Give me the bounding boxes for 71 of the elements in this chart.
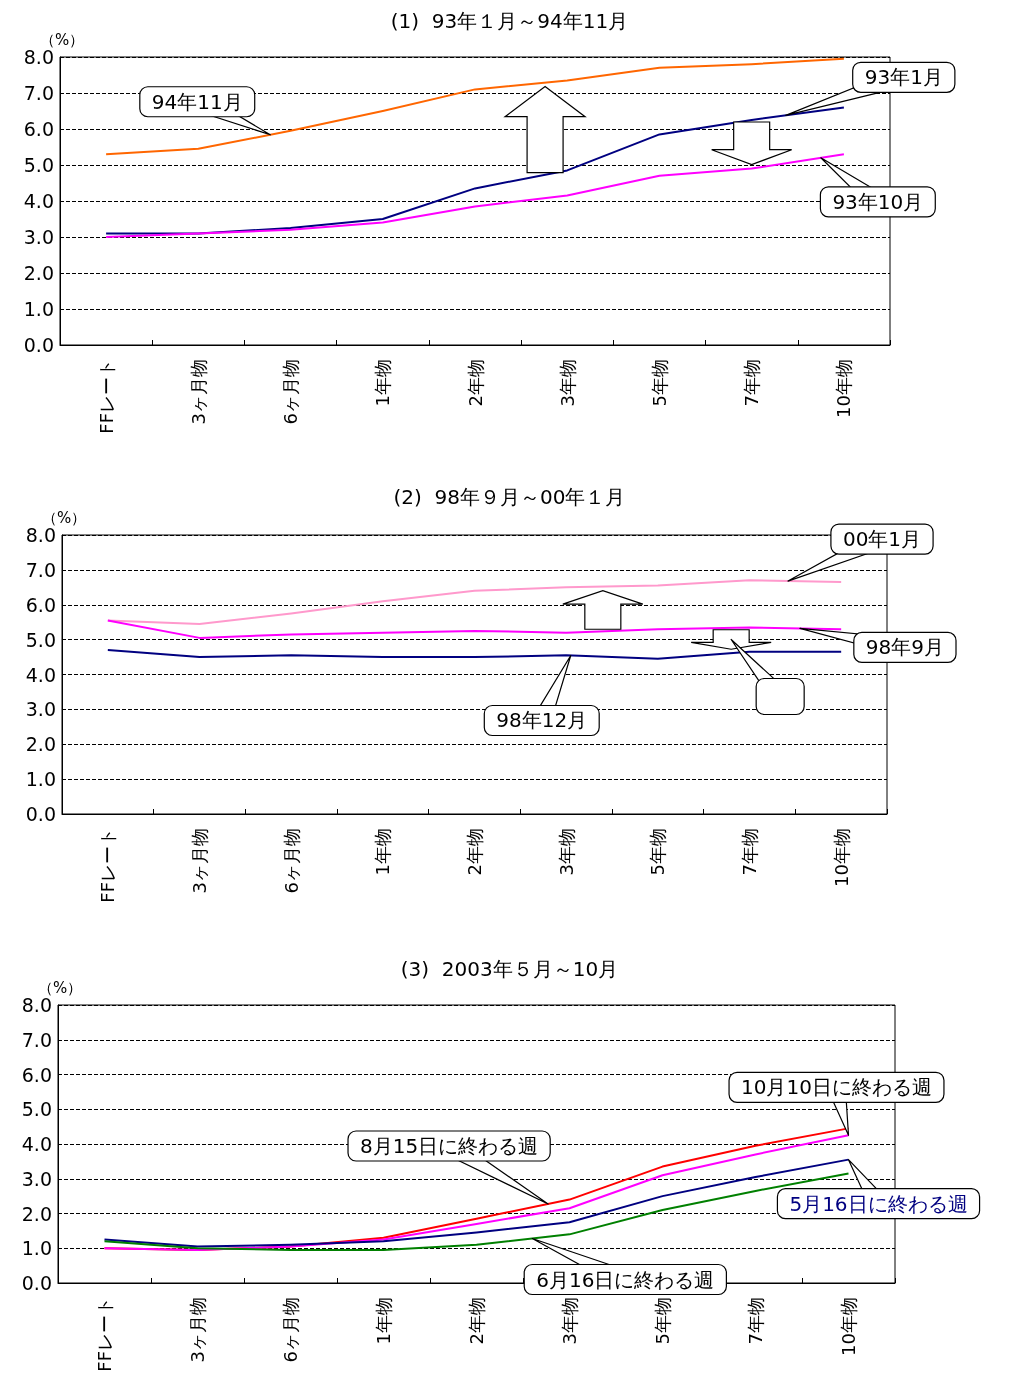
x-tick-label: 1年物: [372, 828, 394, 876]
x-tick-label: FFレート: [97, 828, 119, 903]
y-tick-label: 2.0: [23, 262, 54, 284]
x-tick-label: FFレート: [95, 359, 117, 434]
x-tick-label: 7年物: [745, 1297, 766, 1345]
x-tick-label: 1年物: [372, 359, 394, 407]
x-tick-label: 7年物: [739, 828, 760, 876]
y-tick-label: 4.0: [25, 663, 56, 686]
x-tick-label: 2年物: [464, 359, 486, 407]
x-tick-label: 2年物: [464, 828, 485, 876]
x-tick-label: 5年物: [648, 359, 670, 407]
y-tick-label: 1.0: [25, 768, 56, 791]
line-series: [106, 619, 843, 639]
y-tick-label: 6.0: [25, 593, 56, 616]
chart-title: (1) 93年１月～94年11月: [390, 9, 629, 33]
y-tick-label: 3.0: [21, 1167, 52, 1190]
series-label: 93年1月: [864, 65, 943, 90]
text: 98年12月: [496, 708, 588, 733]
chart-title: (3) 2003年５月～10月: [400, 957, 619, 981]
text: 8月15日に終わる週: [360, 1134, 539, 1158]
x-tick-label: 10年物: [833, 359, 855, 418]
y-tick-label: 3.0: [25, 698, 56, 721]
x-tick-label: 1年物: [373, 1297, 394, 1345]
series-label: 5月16日に終わる週: [789, 1191, 968, 1216]
x-tick-label: 10年物: [830, 828, 852, 887]
line-series: [106, 649, 843, 660]
x-tick-label: 6ヶ月物: [280, 359, 302, 425]
y-tick-label: 2.0: [25, 733, 56, 756]
series-label: 94年11月: [151, 89, 243, 114]
x-tick-label: 3年物: [555, 828, 577, 876]
y-tick-label: 0.0: [25, 803, 56, 825]
y-tick-label: 1.0: [21, 1237, 52, 1260]
series-label: 00年1月: [842, 527, 922, 552]
y-tick-label: 6.0: [21, 1063, 52, 1086]
y-tick-label: 0.0: [23, 334, 54, 356]
text: 10月10日に終わる週: [741, 1075, 932, 1100]
y-tick-label: 0.0: [21, 1272, 52, 1294]
x-tick-label: 3年物: [556, 359, 578, 407]
series-label: 93年10月: [832, 189, 924, 214]
line-series: [105, 57, 845, 156]
y-tick-label: 5.0: [21, 1098, 52, 1121]
y-tick-label: 4.0: [21, 1133, 52, 1155]
x-tick-label: 3ヶ月物: [187, 1297, 208, 1363]
x-tick-label: 6ヶ月物: [280, 828, 302, 894]
series-label: 6月16日に終わる週: [536, 1267, 715, 1292]
y-tick-label: 1.0: [23, 298, 54, 320]
y-tick-label: 4.0: [23, 190, 54, 212]
y-axis-title: （%）: [38, 979, 83, 998]
x-tick-label: 7年物: [741, 359, 763, 407]
series-label: 98年9月: [865, 635, 945, 660]
y-tick-label: 6.0: [23, 118, 54, 140]
x-tick-label: 3ヶ月物: [187, 359, 209, 425]
x-tick-label: FFレート: [94, 1297, 115, 1372]
x-tick-label: 5年物: [647, 828, 669, 876]
x-tick-label: 5年物: [652, 1297, 673, 1345]
y-tick-label: 5.0: [25, 628, 56, 651]
y-tick-label: 7.0: [23, 82, 54, 104]
line-series: [106, 579, 843, 625]
y-tick-label: 7.0: [25, 558, 56, 581]
y-axis-title: （%）: [40, 31, 85, 50]
y-axis-title: （%）: [42, 509, 87, 528]
x-tick-label: 10年物: [838, 1297, 859, 1356]
y-tick-label: 5.0: [23, 154, 54, 176]
y-tick-label: 3.0: [23, 226, 54, 248]
x-tick-label: 6ヶ月物: [280, 1297, 301, 1363]
y-tick-label: 2.0: [21, 1202, 52, 1225]
x-tick-label: 3ヶ月物: [189, 828, 210, 894]
chart-title: (2) 98年９月～00年１月: [393, 485, 626, 509]
x-tick-label: 2年物: [466, 1297, 487, 1345]
x-tick-label: 3年物: [559, 1297, 580, 1345]
y-tick-label: 7.0: [21, 1028, 52, 1051]
